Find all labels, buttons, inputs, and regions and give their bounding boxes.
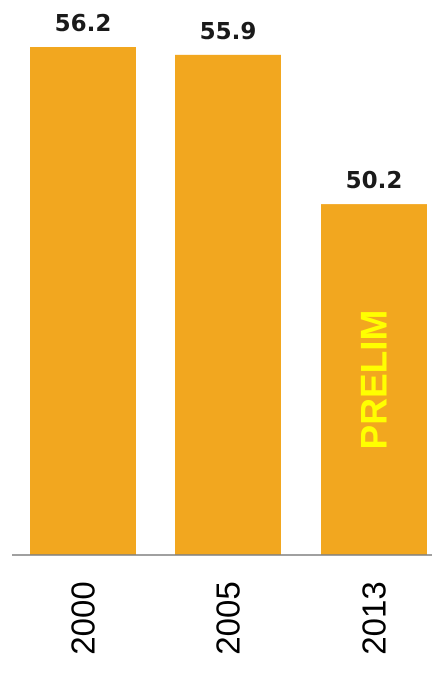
value-label-2013: 50.2 bbox=[346, 168, 403, 194]
x-tick-label-2000: 2000 bbox=[65, 581, 102, 654]
x-tick-label-2005: 2005 bbox=[210, 581, 247, 654]
x-tick-label-2013: 2013 bbox=[356, 581, 393, 654]
annotations-group: PRELIM bbox=[354, 310, 395, 450]
x-tick-labels-group: 2000 2005 2013 bbox=[65, 581, 393, 654]
bar-2005 bbox=[175, 54, 281, 555]
value-labels-group: 56.2 55.9 50.2 bbox=[55, 11, 403, 194]
bar-2000 bbox=[30, 47, 136, 555]
bars-group bbox=[30, 47, 427, 555]
bar-2013 bbox=[321, 204, 427, 555]
value-label-2005: 55.9 bbox=[200, 19, 257, 45]
value-label-2000: 56.2 bbox=[55, 11, 112, 37]
annotation-prelim: PRELIM bbox=[354, 310, 395, 450]
